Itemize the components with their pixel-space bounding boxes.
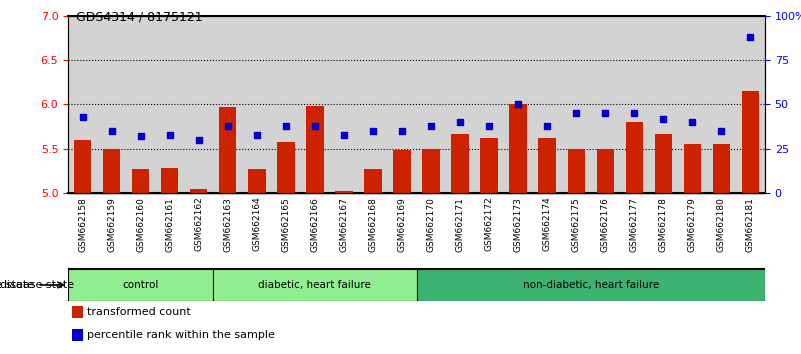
Point	[628, 110, 641, 116]
Text: GSM662173: GSM662173	[513, 197, 522, 252]
Text: GSM662162: GSM662162	[195, 197, 203, 251]
Bar	[306, 106, 324, 193]
Bar	[683, 144, 701, 193]
Text: GSM662161: GSM662161	[165, 197, 174, 252]
Bar	[161, 168, 179, 193]
Text: transformed count: transformed count	[87, 307, 191, 317]
Point	[396, 128, 409, 134]
Text: GSM662177: GSM662177	[630, 197, 638, 252]
Bar	[68, 269, 213, 301]
Point	[512, 102, 525, 107]
Text: GSM662175: GSM662175	[572, 197, 581, 252]
Bar	[451, 134, 469, 193]
Point	[163, 132, 176, 137]
Point	[337, 132, 350, 137]
Bar	[626, 122, 643, 193]
Bar	[422, 149, 440, 193]
Point	[367, 128, 380, 134]
Text: GSM662170: GSM662170	[427, 197, 436, 252]
Point	[221, 123, 234, 129]
Point	[251, 132, 264, 137]
Text: GDS4314 / 8175121: GDS4314 / 8175121	[76, 11, 203, 24]
Text: GSM662168: GSM662168	[368, 197, 377, 252]
Text: GSM662176: GSM662176	[601, 197, 610, 252]
Text: GSM662174: GSM662174	[543, 197, 552, 251]
Bar	[277, 142, 295, 193]
Text: GSM662172: GSM662172	[485, 197, 493, 251]
Point	[744, 34, 757, 40]
Text: GSM662160: GSM662160	[136, 197, 145, 252]
Point	[135, 133, 147, 139]
Point	[453, 119, 466, 125]
Point	[715, 128, 728, 134]
Bar	[417, 269, 765, 301]
Bar	[538, 138, 556, 193]
Point	[657, 116, 670, 121]
Text: GSM662169: GSM662169	[397, 197, 406, 252]
Text: GSM662181: GSM662181	[746, 197, 755, 252]
Text: GSM662171: GSM662171	[456, 197, 465, 252]
Text: disease state: disease state	[0, 280, 78, 290]
Bar	[335, 191, 352, 193]
Text: GSM662164: GSM662164	[252, 197, 261, 251]
Bar	[509, 104, 527, 193]
Bar	[132, 169, 149, 193]
Point	[308, 123, 321, 129]
Text: percentile rank within the sample: percentile rank within the sample	[87, 330, 275, 340]
Text: GSM662178: GSM662178	[659, 197, 668, 252]
Text: GSM662165: GSM662165	[281, 197, 290, 252]
Bar	[248, 169, 266, 193]
Bar	[393, 150, 411, 193]
Bar	[103, 149, 120, 193]
Text: GSM662158: GSM662158	[78, 197, 87, 252]
Text: non-diabetic, heart failure: non-diabetic, heart failure	[522, 280, 659, 290]
Point	[686, 119, 698, 125]
Text: GSM662166: GSM662166	[311, 197, 320, 252]
Text: control: control	[123, 280, 159, 290]
Bar	[654, 134, 672, 193]
Point	[105, 128, 118, 134]
Point	[192, 137, 205, 143]
Bar	[364, 169, 381, 193]
Bar	[713, 144, 731, 193]
Bar	[742, 91, 759, 193]
Bar	[74, 140, 91, 193]
Text: disease state: disease state	[0, 280, 34, 290]
Text: GSM662163: GSM662163	[223, 197, 232, 252]
Text: diabetic, heart failure: diabetic, heart failure	[259, 280, 372, 290]
Bar	[213, 269, 417, 301]
Point	[76, 114, 89, 120]
Point	[425, 123, 437, 129]
Bar	[219, 107, 236, 193]
Text: GSM662167: GSM662167	[340, 197, 348, 252]
Bar	[190, 189, 207, 193]
Point	[570, 110, 582, 116]
Text: GSM662179: GSM662179	[688, 197, 697, 252]
Bar	[597, 149, 614, 193]
Point	[483, 123, 496, 129]
Bar	[567, 149, 585, 193]
Point	[280, 123, 292, 129]
Point	[541, 123, 553, 129]
Bar	[481, 138, 497, 193]
Bar	[72, 306, 83, 318]
Text: GSM662180: GSM662180	[717, 197, 726, 252]
Text: GSM662159: GSM662159	[107, 197, 116, 252]
Bar	[72, 329, 83, 341]
Point	[599, 110, 612, 116]
